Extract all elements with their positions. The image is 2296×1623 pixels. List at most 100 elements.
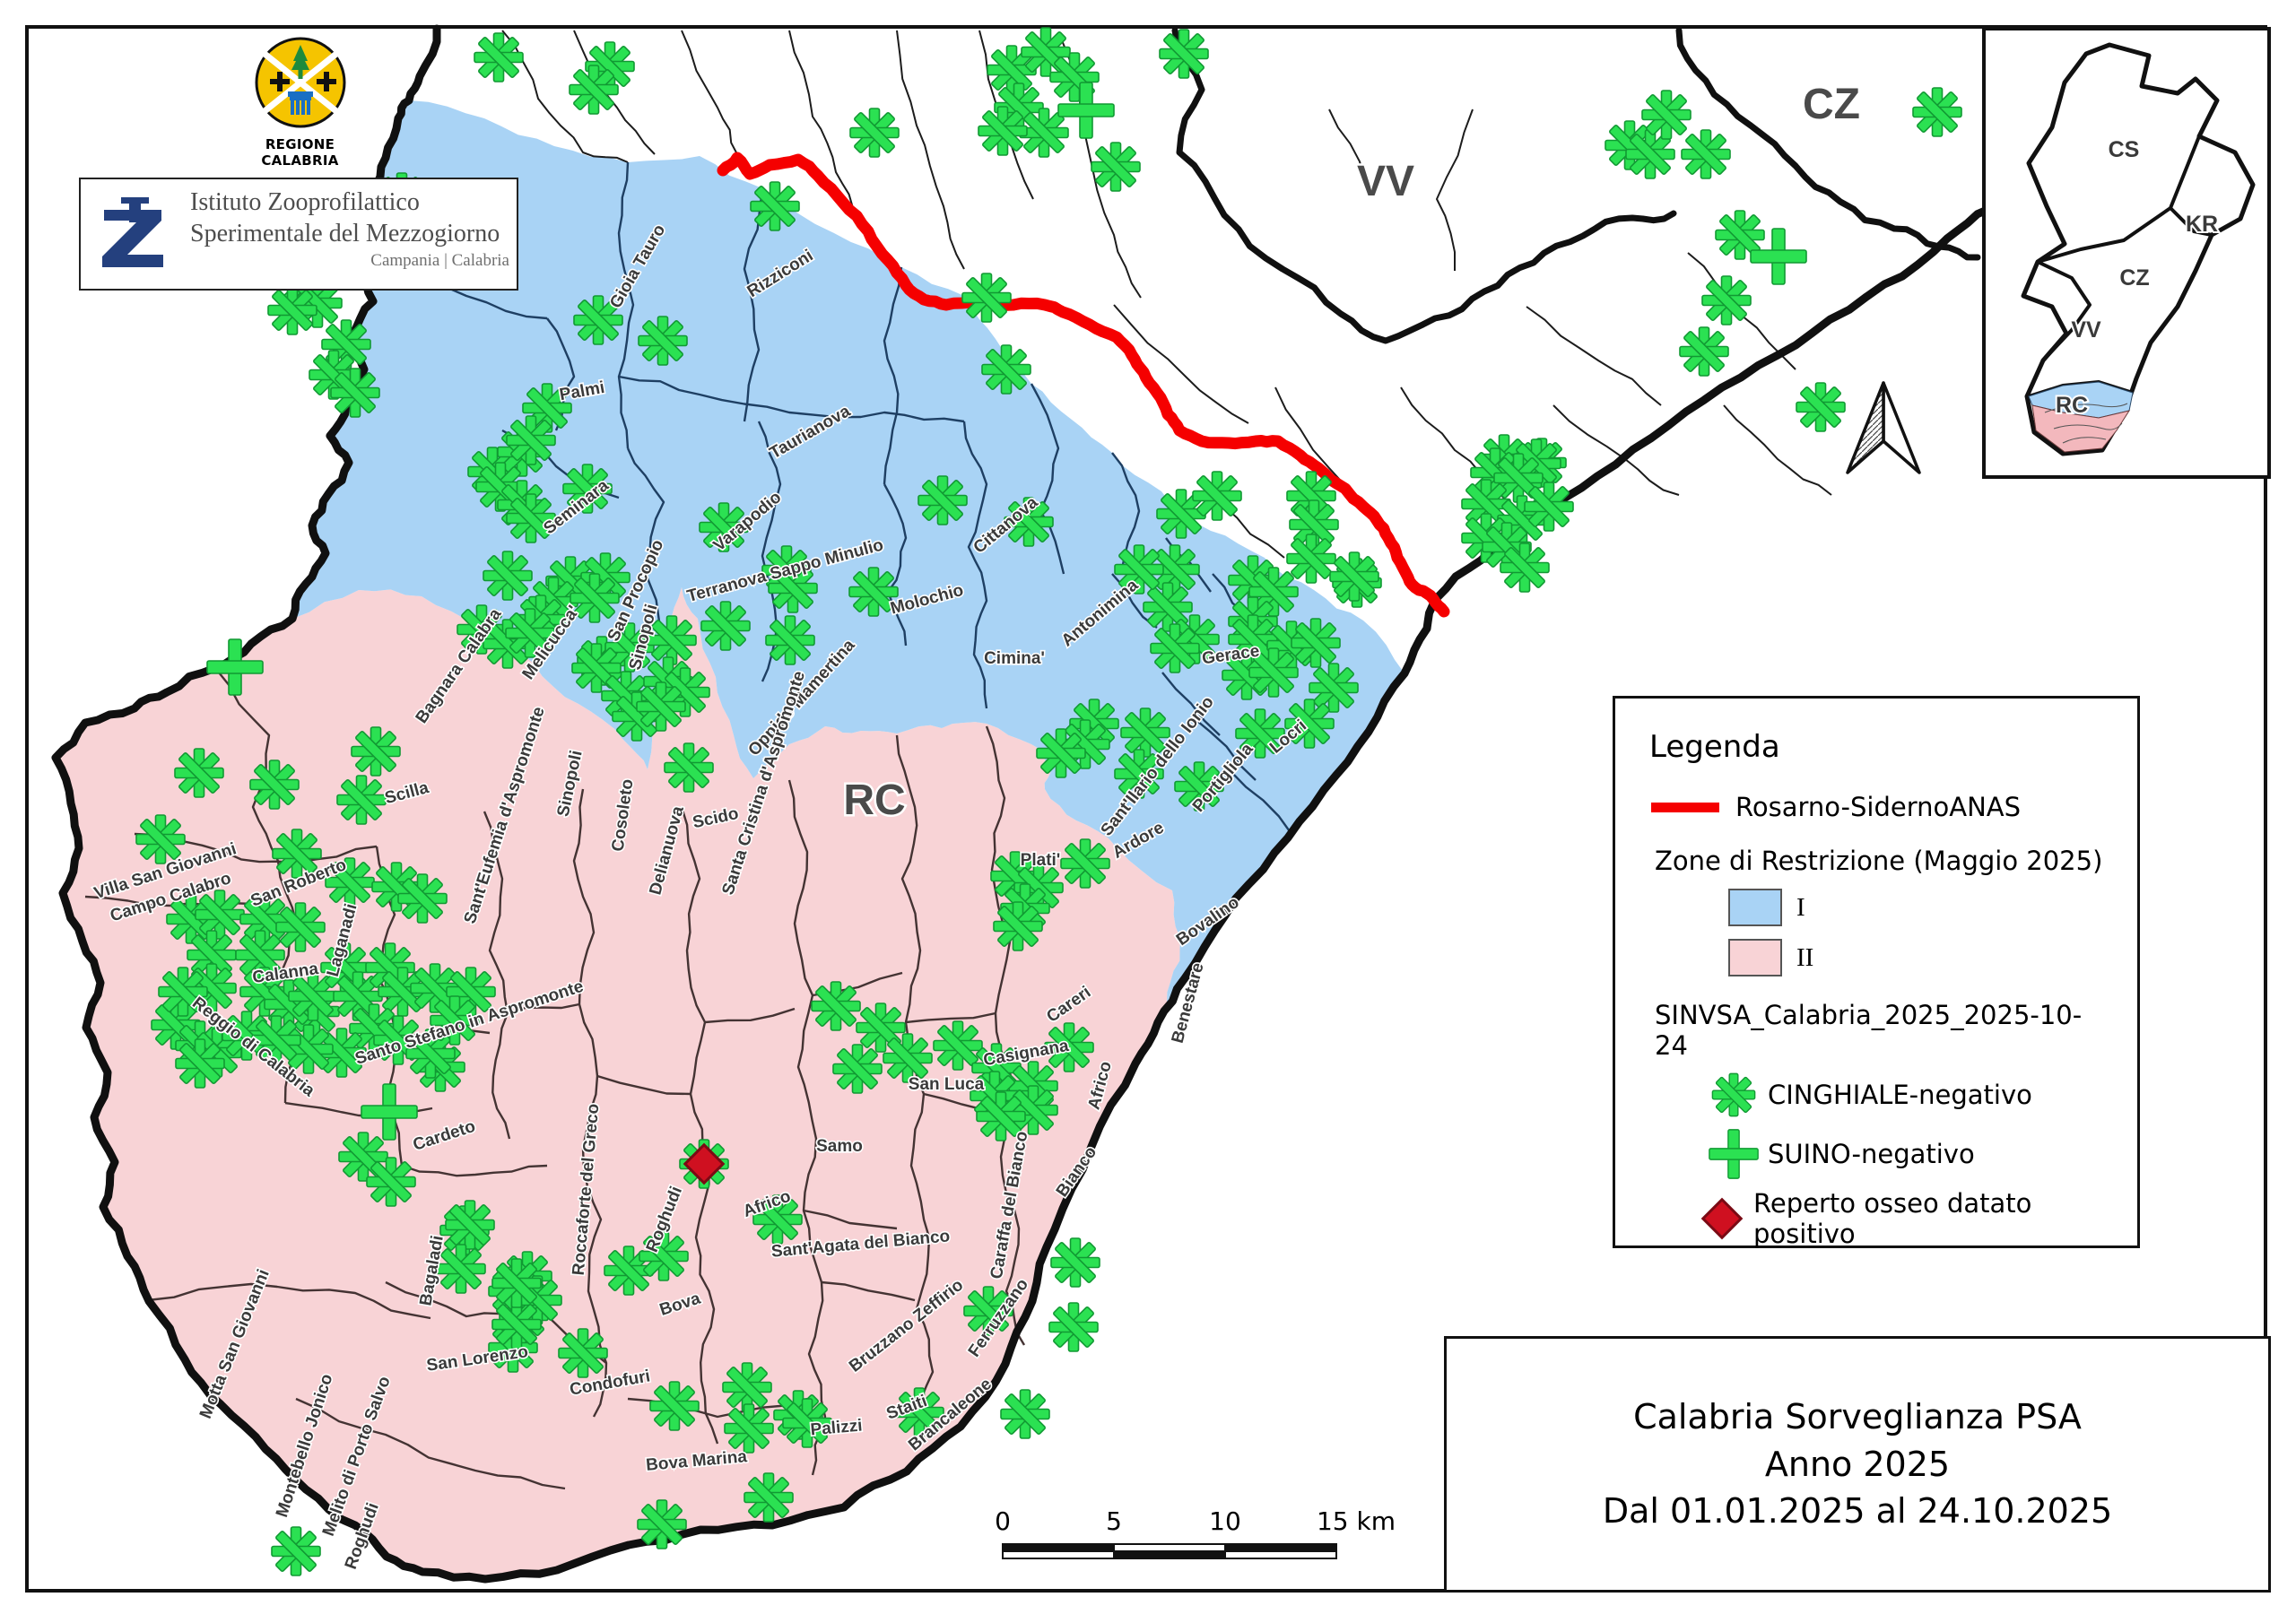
municipality-label: Plati' bbox=[1021, 851, 1061, 870]
cinghiale-negativo-marker bbox=[1641, 90, 1692, 140]
cinghiale-negativo-marker bbox=[351, 726, 401, 777]
cinghiale-negativo-marker bbox=[811, 981, 861, 1031]
province-label-vv: VV bbox=[1357, 158, 1414, 205]
cinghiale-negativo-marker bbox=[336, 775, 387, 825]
cinghiale-negativo-marker bbox=[491, 1258, 542, 1308]
legend-dataset-title: SINVSA_Calabria_2025_2025-10-24 bbox=[1655, 1000, 2083, 1061]
cinghiale-negativo-marker bbox=[366, 1157, 416, 1207]
cinghiale-marker-icon bbox=[1711, 1072, 1756, 1117]
cinghiale-negativo-marker bbox=[275, 902, 326, 952]
zone1-label: I bbox=[1796, 892, 1805, 922]
cinghiale-negativo-marker bbox=[1091, 142, 1141, 192]
cinghiale-negativo-marker bbox=[1679, 326, 1729, 377]
province-coastline bbox=[51, 24, 1994, 1584]
municipality-label: Cimina' bbox=[984, 649, 1045, 668]
cinghiale-negativo-marker bbox=[993, 901, 1043, 951]
cinghiale-negativo-marker bbox=[1701, 275, 1752, 325]
inset-label-kr: KR bbox=[2186, 212, 2218, 237]
cinghiale-negativo-marker bbox=[1150, 623, 1200, 673]
legend-reperto-item: Reperto osseo datato positivo bbox=[1700, 1188, 2110, 1249]
cinghiale-negativo-marker bbox=[445, 1200, 495, 1250]
municipality-label: San Luca bbox=[909, 1075, 985, 1094]
regione-calabria-emblem-icon bbox=[255, 37, 345, 128]
cinghiale-negativo-marker bbox=[1291, 618, 1341, 668]
road-label: Rosarno-SidernoANAS bbox=[1735, 792, 2022, 822]
legend-zones-title: Zone di Restrizione (Maggio 2025) bbox=[1655, 846, 2103, 876]
map-title-line3: Dal 01.01.2025 al 24.10.2025 bbox=[1602, 1491, 2113, 1532]
inset-zone2 bbox=[2031, 404, 2131, 453]
izs-monogram-icon bbox=[102, 197, 163, 267]
regione-calabria-label: REGIONE CALABRIA bbox=[261, 136, 339, 169]
inset-overview-map: CS KR CZ VV RC bbox=[1982, 27, 2271, 479]
cinghiale-negativo-marker bbox=[700, 601, 751, 651]
cinghiale-negativo-marker bbox=[1796, 382, 1846, 432]
cinghiale-negativo-marker bbox=[506, 415, 556, 465]
cinghiale-negativo-marker bbox=[483, 551, 533, 601]
municipality-label: Palizzi bbox=[810, 1417, 864, 1440]
legend-cinghiale-item: CINGHIALE-negativo bbox=[1709, 1070, 2110, 1120]
suino-label: SUINO-negativo bbox=[1768, 1139, 1975, 1169]
cinghiale-negativo-marker bbox=[1309, 663, 1359, 713]
cinghiale-negativo-marker bbox=[978, 106, 1028, 156]
inset-label-rc: RC bbox=[2056, 393, 2088, 418]
cinghiale-negativo-marker bbox=[558, 1328, 608, 1378]
cinghiale-negativo-marker bbox=[1681, 129, 1731, 179]
scalebar-tick-label: 15 km bbox=[1317, 1506, 1396, 1536]
cinghiale-negativo-marker bbox=[1524, 482, 1574, 532]
cinghiale-negativo-marker bbox=[569, 65, 619, 115]
scalebar-tick-label: 10 bbox=[1209, 1506, 1241, 1536]
izs-name-line1: Istituto Zooprofilattico bbox=[190, 188, 420, 216]
cinghiale-negativo-marker bbox=[1286, 534, 1336, 584]
province-label-rc: RC bbox=[843, 777, 905, 824]
cinghiale-negativo-marker bbox=[1050, 1237, 1100, 1288]
legend-zone1-item: I bbox=[1728, 889, 2110, 926]
legend-panel: Legenda Rosarno-SidernoANAS Zone di Rest… bbox=[1613, 696, 2140, 1249]
cinghiale-negativo-marker bbox=[1159, 29, 1209, 79]
map-title-line1: Calabria Sorveglianza PSA bbox=[1633, 1397, 2082, 1437]
cinghiale-negativo-marker bbox=[636, 681, 686, 732]
zone2-label: II bbox=[1796, 942, 1814, 972]
cinghiale-negativo-marker bbox=[961, 273, 1012, 323]
road-rosarno-siderno bbox=[717, 152, 1450, 618]
province-borders bbox=[1171, 27, 1981, 344]
cinghiale-negativo-marker bbox=[1048, 1302, 1099, 1352]
cinghiale-negativo-marker bbox=[918, 475, 968, 525]
cinghiale-negativo-marker bbox=[1036, 728, 1086, 778]
cinghiale-negativo-marker bbox=[849, 108, 900, 158]
province-label-cz: CZ bbox=[1803, 81, 1860, 128]
cinghiale-negativo-marker bbox=[474, 32, 524, 82]
scalebar-tick-label: 5 bbox=[1106, 1506, 1122, 1536]
cinghiale-negativo-marker bbox=[267, 285, 317, 335]
cinghiale-negativo-marker bbox=[724, 1403, 774, 1454]
cinghiale-negativo-marker bbox=[744, 1472, 794, 1523]
regione-calabria-logo: REGIONE CALABRIA bbox=[235, 36, 365, 169]
province-labels: VV CZ RC bbox=[841, 79, 1863, 827]
cinghiale-negativo-marker bbox=[174, 748, 224, 798]
cinghiale-negativo-marker bbox=[1912, 87, 1962, 137]
cinghiale-negativo-marker bbox=[649, 1381, 700, 1431]
inset-label-cz: CZ bbox=[2119, 265, 2149, 291]
zone2-swatch bbox=[1728, 939, 1782, 976]
cinghiale-negativo-marker bbox=[637, 1499, 687, 1549]
cinghiale-negativo-marker bbox=[832, 1044, 883, 1094]
cinghiale-negativo-marker bbox=[1329, 551, 1379, 602]
road-swatch bbox=[1651, 802, 1719, 812]
cinghiale-negativo-marker bbox=[750, 181, 800, 231]
inset-label-vv: VV bbox=[2071, 317, 2101, 343]
scalebar-tick-label: 0 bbox=[995, 1506, 1011, 1536]
cinghiale-negativo-marker bbox=[135, 814, 186, 864]
cinghiale-negativo-marker bbox=[397, 873, 448, 924]
legend-title: Legenda bbox=[1649, 729, 1780, 765]
municipality-label: Samo bbox=[816, 1137, 863, 1156]
cinghiale-negativo-marker bbox=[765, 615, 815, 665]
cinghiale-negativo-marker bbox=[249, 759, 300, 810]
cinghiale-negativo-marker bbox=[1060, 838, 1110, 889]
map-title-panel: Calabria Sorveglianza PSA Anno 2025 Dal … bbox=[1444, 1336, 2271, 1593]
north-arrow-icon bbox=[1846, 381, 1921, 474]
cinghiale-negativo-marker bbox=[1192, 471, 1242, 521]
cinghiale-negativo-marker bbox=[981, 344, 1031, 395]
inset-label-cs: CS bbox=[2109, 137, 2140, 162]
map-outer-frame bbox=[25, 25, 2267, 1593]
